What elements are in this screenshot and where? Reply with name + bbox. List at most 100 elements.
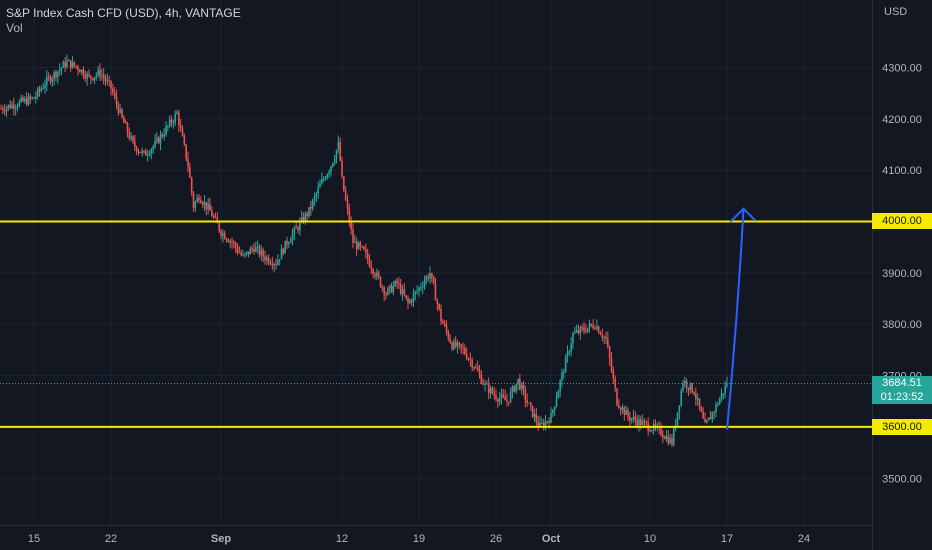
- candle-up: [207, 204, 209, 210]
- candle-down: [198, 197, 200, 201]
- candle-down: [344, 190, 347, 200]
- candle-down: [618, 405, 620, 408]
- candle-down: [181, 128, 184, 136]
- candle-down: [201, 202, 204, 205]
- candle-down: [339, 142, 341, 161]
- candle-down: [121, 109, 123, 118]
- candle-up: [119, 109, 121, 113]
- candle-up: [31, 97, 33, 99]
- candle-down: [341, 160, 343, 177]
- candle-down: [434, 283, 437, 301]
- candle-up: [249, 248, 252, 255]
- time-tick-label: 19: [413, 533, 425, 545]
- candle-down: [377, 272, 380, 278]
- candle-down: [269, 262, 272, 264]
- candle-down: [112, 88, 114, 93]
- candle-down: [77, 66, 79, 70]
- candle-up: [293, 227, 296, 234]
- candle-up: [511, 386, 514, 392]
- candle-up: [572, 333, 574, 344]
- candle-down: [627, 410, 629, 417]
- candle-down: [238, 252, 241, 254]
- candle-down: [258, 246, 261, 255]
- candle-down: [695, 394, 697, 399]
- candle-up: [245, 251, 248, 254]
- price-axis[interactable]: 3500.003700.003800.003900.004100.004200.…: [882, 62, 922, 485]
- candle-up: [689, 383, 692, 390]
- candle-up: [557, 391, 560, 399]
- candle-down: [359, 242, 362, 247]
- candle-down: [636, 420, 638, 426]
- candle-down: [526, 400, 528, 403]
- candle-up: [669, 438, 671, 444]
- candle-up: [713, 411, 715, 413]
- candle-down: [465, 353, 468, 359]
- candle-up: [93, 76, 96, 80]
- candle-up: [167, 125, 169, 127]
- candle-down: [524, 389, 527, 401]
- candle-down: [205, 201, 208, 210]
- candle-down: [99, 69, 101, 77]
- time-axis[interactable]: 15 22 Sep 12 19 26 Oct 10 17 24: [28, 533, 810, 545]
- time-tick-label: Sep: [211, 533, 231, 545]
- candle-up: [498, 398, 501, 402]
- candle-down: [495, 395, 497, 400]
- candle-up: [515, 384, 517, 392]
- candle-down: [216, 217, 219, 224]
- candle-up: [566, 351, 569, 358]
- candle-down: [2, 108, 4, 111]
- candle-up: [520, 384, 523, 390]
- candle-down: [432, 276, 435, 284]
- candle-down: [110, 80, 112, 89]
- candle-up: [552, 410, 554, 413]
- candle-up: [717, 404, 719, 406]
- candle-up: [409, 300, 411, 303]
- candle-down: [200, 200, 202, 203]
- price-tick-label: 4200.00: [882, 114, 922, 126]
- candle-up: [720, 393, 723, 399]
- time-tick-label: 15: [28, 533, 40, 545]
- candle-down: [262, 250, 264, 257]
- candle-down: [104, 78, 107, 82]
- candle-down: [38, 88, 41, 91]
- candle-up: [544, 421, 547, 427]
- candle-down: [365, 249, 367, 253]
- countdown-tag: 01:23:52: [872, 390, 932, 404]
- candle-down: [374, 274, 376, 277]
- candle-up: [509, 391, 512, 402]
- candle-down: [75, 65, 77, 67]
- candle-down: [467, 358, 470, 360]
- time-tick-label: 10: [644, 533, 656, 545]
- candle-up: [242, 254, 244, 256]
- candle-down: [271, 263, 274, 266]
- candle-down: [427, 276, 429, 279]
- candle-down: [601, 334, 604, 338]
- candle-up: [42, 87, 44, 89]
- candle-down: [654, 424, 657, 428]
- candle-down: [192, 192, 195, 208]
- candle-down: [3, 110, 6, 112]
- candle-up: [256, 246, 259, 248]
- candle-down: [662, 434, 664, 438]
- candle-down: [607, 338, 609, 347]
- candle-up: [156, 137, 158, 141]
- candle-down: [548, 421, 550, 423]
- candle-up: [376, 272, 378, 277]
- candle-down: [139, 151, 142, 153]
- candle-up: [425, 276, 428, 282]
- arrow-shaft[interactable]: [726, 208, 745, 430]
- candle-down: [623, 407, 626, 415]
- candle-down: [480, 374, 483, 384]
- candle-up: [539, 423, 541, 426]
- candle-up: [7, 104, 10, 108]
- candle-down: [671, 438, 673, 445]
- candle-up: [579, 327, 582, 333]
- candle-down: [528, 402, 530, 404]
- price-tick-label: 3500.00: [882, 473, 922, 485]
- currency-label: USD: [884, 6, 908, 18]
- candle-down: [634, 416, 637, 421]
- candle-up: [148, 153, 151, 155]
- symbol-title[interactable]: S&P Index Cash CFD (USD), 4h, VANTAGE: [6, 6, 241, 20]
- candle-down: [458, 342, 461, 345]
